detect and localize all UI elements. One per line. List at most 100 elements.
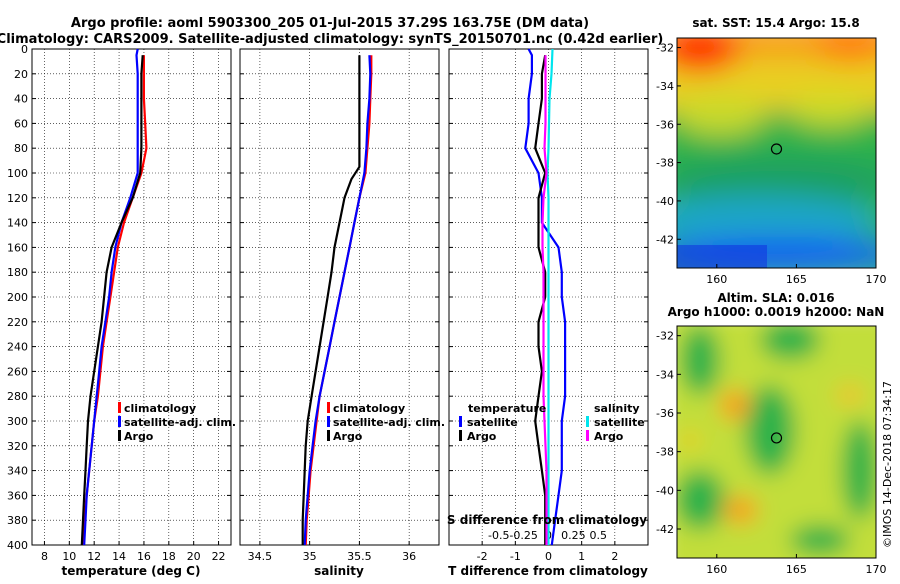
- sst-map: [677, 38, 876, 268]
- lon-tick-label: 170: [866, 273, 887, 286]
- sla-map: [677, 326, 876, 558]
- depth-tick-label: 380: [7, 514, 28, 527]
- salinity-xlabel: salinity: [314, 564, 364, 578]
- lat-tick-label: -40: [656, 195, 674, 208]
- sst-map-title: sat. SST: 15.4 Argo: 15.8: [692, 16, 859, 30]
- x-tick-label: 20: [187, 550, 201, 563]
- x-tick-label: 18: [162, 550, 176, 563]
- lon-tick-label: 160: [706, 563, 727, 576]
- legend-swatch-satellite: [327, 416, 330, 427]
- legend-swatch-s-argo: [586, 430, 589, 441]
- series-line-satellite-adj-clim-: [83, 48, 139, 546]
- legend-swatch-s-satellite: [586, 416, 589, 427]
- salinity-series: [301, 55, 373, 546]
- x-tick-label: 16: [137, 550, 151, 563]
- t-difference-xlabel: T difference from climatology: [448, 564, 648, 578]
- x-tick-label: -1: [510, 550, 521, 563]
- legend-satellite-adj: satellite-adj. clim.: [333, 416, 445, 429]
- x-tick-label: 8: [41, 550, 48, 563]
- depth-tick-label: 240: [7, 341, 28, 354]
- s-tick-label: 0.5: [590, 529, 608, 542]
- s-tick-label: -0.5: [488, 529, 509, 542]
- sla-map-title-1: Altim. SLA: 0.016: [717, 291, 834, 305]
- depth-tick-label: 140: [7, 217, 28, 230]
- lat-tick-label: -38: [656, 157, 674, 170]
- x-tick-label: 12: [87, 550, 101, 563]
- lat-tick-label: -34: [656, 80, 674, 93]
- legend-swatch-argo: [327, 430, 330, 441]
- legend-climatology: climatology: [124, 402, 196, 415]
- depth-tick-label: 100: [7, 167, 28, 180]
- x-tick-label: 10: [62, 550, 76, 563]
- figure-title-line2: Climatology: CARS2009. Satellite-adjuste…: [0, 32, 663, 47]
- legend-swatch-argo: [118, 430, 121, 441]
- depth-tick-label: 320: [7, 440, 28, 453]
- x-tick-label: 34.5: [248, 550, 273, 563]
- depth-tick-label: 200: [7, 291, 28, 304]
- argo-location-marker: [770, 143, 783, 155]
- salinity-grid: [240, 48, 439, 546]
- series-line-t-argo: [534, 55, 547, 545]
- x-tick-label: 0: [545, 550, 552, 563]
- s-tick-label: -0.25: [509, 529, 537, 542]
- depth-tick-label: 360: [7, 489, 28, 502]
- temperature-x-axis: 8 10 12 14 16 18 20 22: [41, 550, 226, 563]
- x-tick-label: 1: [578, 550, 585, 563]
- legend-climatology: climatology: [333, 402, 405, 415]
- argo-location-marker: [770, 432, 783, 444]
- difference-series: [524, 48, 567, 546]
- depth-tick-label: 160: [7, 241, 28, 254]
- temperature-legend: climatology satellite-adj. clim. Argo: [118, 402, 236, 443]
- salinity-x-axis: 34.5 35 35.5 36: [248, 550, 417, 563]
- temperature-grid: [32, 48, 231, 546]
- legend-swatch-t-argo: [459, 430, 462, 441]
- legend-satellite-adj: satellite-adj. clim.: [124, 416, 236, 429]
- x-tick-label: -2: [477, 550, 488, 563]
- x-tick-label: 35.5: [347, 550, 372, 563]
- lat-tick-label: -42: [656, 523, 674, 536]
- t-difference-x-axis: -2 -1 0 1 2: [477, 550, 619, 563]
- depth-tick-label: 260: [7, 365, 28, 378]
- watermark: ©IMOS 14-Dec-2018 07:34:17: [881, 381, 894, 548]
- x-tick-label: 36: [402, 550, 416, 563]
- depth-tick-label: 20: [14, 68, 28, 81]
- depth-tick-label: 120: [7, 192, 28, 205]
- depth-tick-label: 340: [7, 465, 28, 478]
- lat-tick-label: -40: [656, 484, 674, 497]
- depth-tick-label: 300: [7, 415, 28, 428]
- difference-legend: temperature satellite Argo salinity sate…: [459, 402, 645, 443]
- lon-tick-label: 160: [706, 273, 727, 286]
- depth-axis: 0 20 40 60 80 100 120 140 160 180 200 220 240 260 280 3…: [7, 43, 28, 552]
- sla-map-axes: -32 -34 -36 -38 -40 -42 160 165 170: [656, 330, 886, 576]
- depth-tick-label: 80: [14, 142, 28, 155]
- depth-tick-label: 0: [21, 43, 28, 56]
- temperature-series: [80, 48, 148, 546]
- sst-map-frame: [676, 37, 877, 269]
- lat-tick-label: -42: [656, 233, 674, 246]
- figure-title-line1: Argo profile: aoml 5903300_205 01-Jul-20…: [71, 16, 589, 31]
- depth-tick-label: 60: [14, 117, 28, 130]
- depth-tick-label: 280: [7, 390, 28, 403]
- lat-tick-label: -36: [656, 118, 674, 131]
- sla-map-frame: [676, 325, 877, 559]
- legend-argo: Argo: [333, 430, 363, 443]
- series-line-argo: [80, 55, 144, 546]
- legend-temperature-title: temperature: [468, 402, 546, 415]
- legend-swatch-satellite: [118, 416, 121, 427]
- sla-map-title-2: Argo h1000: 0.0019 h2000: NaN: [668, 305, 885, 319]
- legend-argo: Argo: [124, 430, 154, 443]
- legend-swatch-t-satellite: [459, 416, 462, 427]
- lon-tick-label: 165: [786, 273, 807, 286]
- s-difference-xlabel: S difference from climatology: [447, 513, 647, 527]
- depth-tick-label: 180: [7, 266, 28, 279]
- lat-tick-label: -36: [656, 407, 674, 420]
- salinity-legend: climatology satellite-adj. clim. Argo: [327, 402, 445, 443]
- depth-tick-label: 400: [7, 539, 28, 552]
- legend-s-argo: Argo: [594, 430, 624, 443]
- lon-tick-label: 165: [786, 563, 807, 576]
- legend-swatch-climatology: [118, 402, 121, 413]
- lat-tick-label: -34: [656, 368, 674, 381]
- x-tick-label: 35: [303, 550, 317, 563]
- legend-salinity-title: salinity: [594, 402, 640, 415]
